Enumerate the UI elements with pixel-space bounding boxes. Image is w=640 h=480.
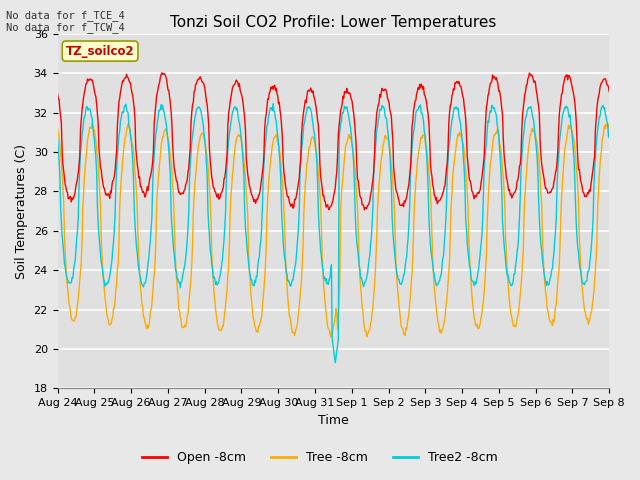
Text: No data for f_TCE_4
No data for f_TCW_4: No data for f_TCE_4 No data for f_TCW_4 — [6, 10, 125, 33]
Text: TZ_soilco2: TZ_soilco2 — [66, 45, 134, 58]
Legend: Open -8cm, Tree -8cm, Tree2 -8cm: Open -8cm, Tree -8cm, Tree2 -8cm — [137, 446, 503, 469]
Title: Tonzi Soil CO2 Profile: Lower Temperatures: Tonzi Soil CO2 Profile: Lower Temperatur… — [170, 15, 497, 30]
X-axis label: Time: Time — [318, 414, 349, 427]
Y-axis label: Soil Temperatures (C): Soil Temperatures (C) — [15, 144, 28, 278]
